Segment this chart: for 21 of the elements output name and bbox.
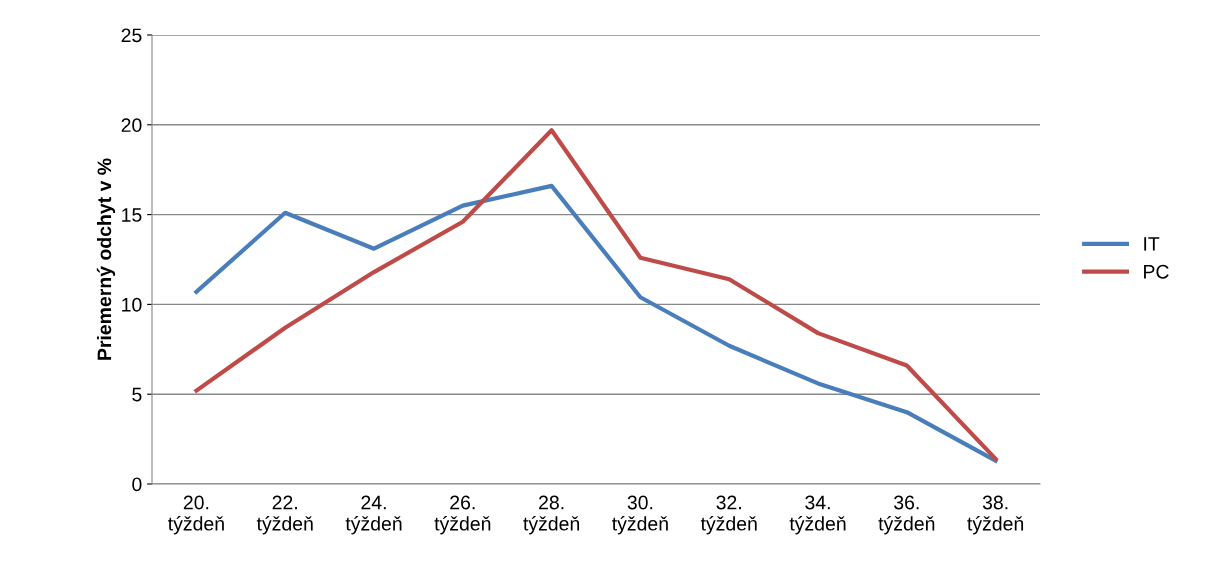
x-tick-label: 26. týždeň	[434, 495, 491, 535]
x-tick-label: 34. týždeň	[789, 495, 846, 535]
x-tick-label: 20. týždeň	[168, 495, 224, 535]
legend-label: IT	[1144, 237, 1160, 251]
y-axis-title: Priemerný odchyt v %	[96, 158, 116, 360]
x-tick-label: 38. týždeň	[967, 495, 1024, 535]
x-tick-label: 30. týždeň	[612, 495, 668, 535]
line-series	[194, 183, 998, 463]
legend-label: PC	[1144, 264, 1169, 279]
x-tick-label: 24. týždeň	[345, 495, 402, 535]
y-tick-label: 15	[122, 208, 142, 222]
y-tick-label: 5	[132, 387, 142, 402]
y-tick-label: 25	[121, 28, 142, 43]
x-tick-label: 28. týždeň	[523, 495, 580, 535]
line-series	[194, 128, 998, 461]
y-tick-label: 20	[121, 118, 142, 133]
x-tick-label: 36. týždeň	[878, 495, 935, 535]
y-tick-label: 0	[132, 477, 142, 492]
y-tick-label: 10	[122, 297, 142, 312]
x-tick-label: 22. týždeň	[256, 495, 313, 535]
x-tick-label: 32. týždeň	[700, 495, 757, 535]
